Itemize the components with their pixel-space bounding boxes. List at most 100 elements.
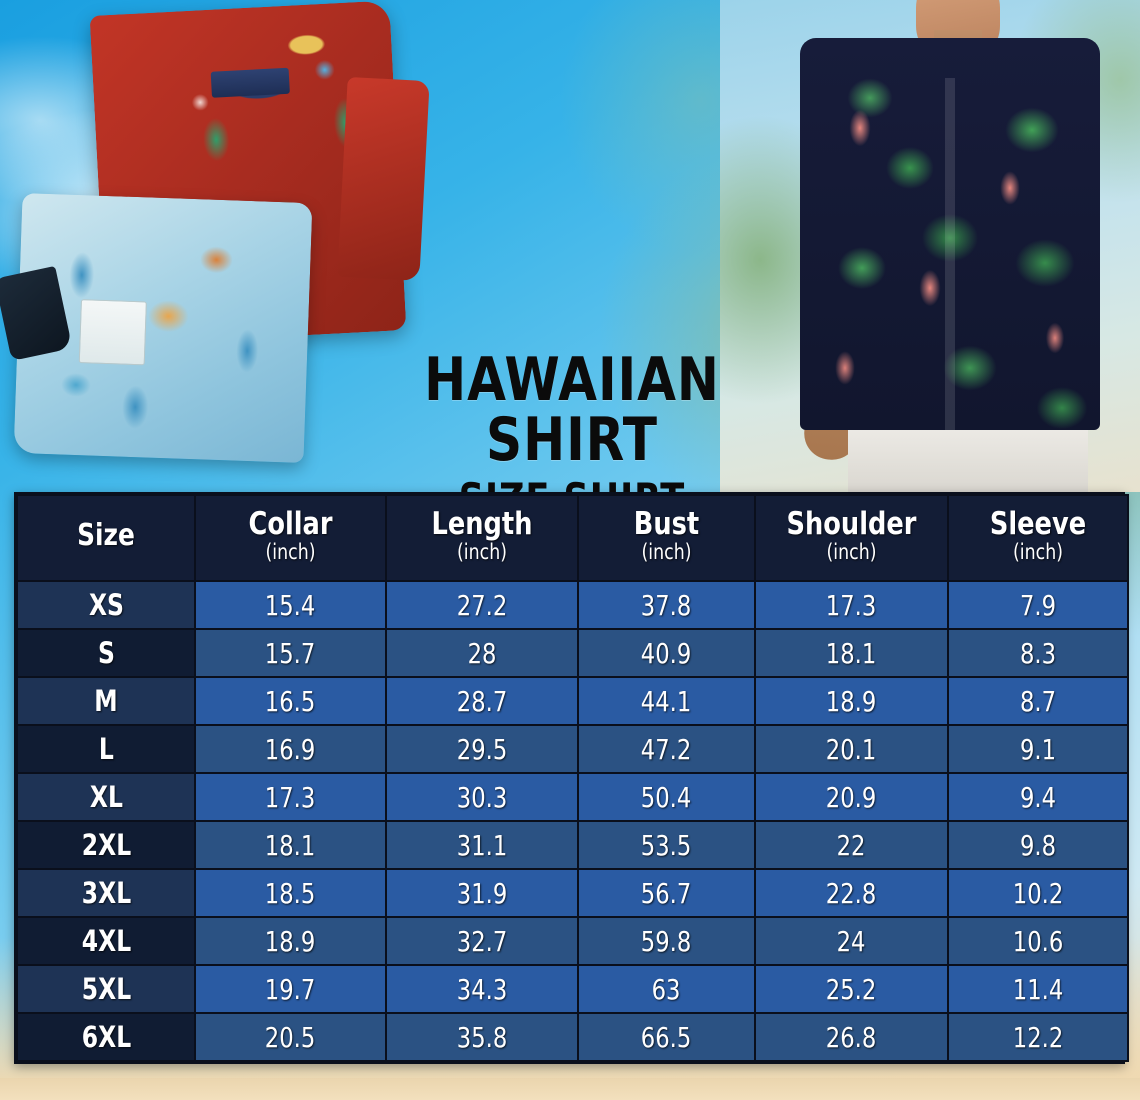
value-length: 30.3 bbox=[456, 780, 508, 814]
cell-sleeve: 9.1 bbox=[947, 724, 1129, 774]
cell-length: 35.8 bbox=[385, 1012, 579, 1062]
size-label: 2XL bbox=[81, 828, 131, 862]
size-label: XL bbox=[89, 780, 123, 814]
sand-strip bbox=[0, 1078, 1140, 1100]
cell-bust: 66.5 bbox=[577, 1012, 756, 1062]
cell-shoulder: 20.1 bbox=[754, 724, 949, 774]
value-collar: 18.9 bbox=[265, 924, 316, 958]
cell-length: 27.2 bbox=[385, 580, 579, 630]
size-label: XS bbox=[88, 588, 124, 622]
cell-bust: 37.8 bbox=[577, 580, 756, 630]
model-photo bbox=[720, 0, 1140, 492]
value-bust: 63 bbox=[652, 972, 681, 1006]
cell-length: 28.7 bbox=[385, 676, 579, 726]
cell-shoulder: 18.9 bbox=[754, 676, 949, 726]
cell-length: 31.9 bbox=[385, 868, 579, 918]
cell-size: S bbox=[16, 628, 196, 678]
cell-bust: 56.7 bbox=[577, 868, 756, 918]
cell-size: 4XL bbox=[16, 916, 196, 966]
cell-bust: 53.5 bbox=[577, 820, 756, 870]
table-row: M 16.5 28.7 44.1 18.9 8.7 bbox=[16, 676, 1129, 726]
value-shoulder: 18.9 bbox=[826, 684, 877, 718]
cell-length: 29.5 bbox=[385, 724, 579, 774]
cell-bust: 44.1 bbox=[577, 676, 756, 726]
cell-bust: 50.4 bbox=[577, 772, 756, 822]
size-label: 4XL bbox=[81, 924, 131, 958]
cell-sleeve: 10.2 bbox=[947, 868, 1129, 918]
size-label: 6XL bbox=[81, 1020, 131, 1054]
cell-bust: 59.8 bbox=[577, 916, 756, 966]
cell-shoulder: 18.1 bbox=[754, 628, 949, 678]
cell-collar: 18.1 bbox=[194, 820, 387, 870]
cell-shoulder: 25.2 bbox=[754, 964, 949, 1014]
table-row: 5XL 19.7 34.3 63 25.2 11.4 bbox=[16, 964, 1129, 1014]
value-sleeve: 10.2 bbox=[1012, 876, 1064, 910]
size-label: 3XL bbox=[81, 876, 131, 910]
value-sleeve: 9.4 bbox=[1019, 780, 1057, 814]
cell-collar: 19.7 bbox=[194, 964, 387, 1014]
size-label: L bbox=[98, 732, 114, 766]
cell-bust: 47.2 bbox=[577, 724, 756, 774]
cell-shoulder: 24 bbox=[754, 916, 949, 966]
cell-size: M bbox=[16, 676, 196, 726]
value-sleeve: 11.4 bbox=[1012, 972, 1064, 1006]
cell-length: 34.3 bbox=[385, 964, 579, 1014]
table-row: S 15.7 28 40.9 18.1 8.3 bbox=[16, 628, 1129, 678]
value-length: 31.1 bbox=[456, 828, 508, 862]
value-shoulder: 18.1 bbox=[826, 636, 877, 670]
cell-collar: 17.3 bbox=[194, 772, 387, 822]
value-sleeve: 9.8 bbox=[1019, 828, 1057, 862]
size-label: S bbox=[97, 636, 115, 670]
value-sleeve: 8.3 bbox=[1019, 636, 1057, 670]
value-collar: 16.9 bbox=[265, 732, 316, 766]
shirt-button-placket bbox=[945, 78, 955, 430]
table-row: 6XL 20.5 35.8 66.5 26.8 12.2 bbox=[16, 1012, 1129, 1062]
value-length: 29.5 bbox=[456, 732, 508, 766]
value-collar: 15.4 bbox=[265, 588, 316, 622]
value-bust: 44.1 bbox=[641, 684, 692, 718]
value-shoulder: 26.8 bbox=[826, 1020, 877, 1054]
cell-collar: 18.5 bbox=[194, 868, 387, 918]
cell-sleeve: 11.4 bbox=[947, 964, 1129, 1014]
value-sleeve: 8.7 bbox=[1019, 684, 1057, 718]
column-header-bust: Bust (inch) bbox=[577, 494, 756, 582]
value-collar: 20.5 bbox=[265, 1020, 316, 1054]
column-header-sleeve: Sleeve (inch) bbox=[947, 494, 1129, 582]
cell-collar: 20.5 bbox=[194, 1012, 387, 1062]
value-collar: 18.1 bbox=[265, 828, 316, 862]
size-label: 5XL bbox=[81, 972, 131, 1006]
value-collar: 15.7 bbox=[265, 636, 316, 670]
value-shoulder: 25.2 bbox=[826, 972, 877, 1006]
value-length: 34.3 bbox=[456, 972, 508, 1006]
value-bust: 37.8 bbox=[641, 588, 692, 622]
cell-size: 3XL bbox=[16, 868, 196, 918]
value-shoulder: 22.8 bbox=[826, 876, 877, 910]
value-length: 28 bbox=[467, 636, 497, 670]
cell-size: XS bbox=[16, 580, 196, 630]
value-length: 27.2 bbox=[456, 588, 508, 622]
size-label: M bbox=[94, 684, 118, 718]
cell-shoulder: 26.8 bbox=[754, 1012, 949, 1062]
value-sleeve: 9.1 bbox=[1019, 732, 1057, 766]
cell-size: 5XL bbox=[16, 964, 196, 1014]
cell-length: 30.3 bbox=[385, 772, 579, 822]
table-header-row: Size Collar (inch) Length (inch) Bust (i… bbox=[16, 494, 1129, 582]
cell-shoulder: 22.8 bbox=[754, 868, 949, 918]
value-shoulder: 22 bbox=[837, 828, 866, 862]
column-header-length: Length (inch) bbox=[385, 494, 579, 582]
cell-sleeve: 12.2 bbox=[947, 1012, 1129, 1062]
table-row: 4XL 18.9 32.7 59.8 24 10.6 bbox=[16, 916, 1129, 966]
value-length: 31.9 bbox=[456, 876, 508, 910]
cell-bust: 40.9 bbox=[577, 628, 756, 678]
cell-size: 2XL bbox=[16, 820, 196, 870]
cell-sleeve: 9.8 bbox=[947, 820, 1129, 870]
cell-collar: 15.4 bbox=[194, 580, 387, 630]
cell-sleeve: 8.3 bbox=[947, 628, 1129, 678]
cell-shoulder: 17.3 bbox=[754, 580, 949, 630]
value-bust: 59.8 bbox=[641, 924, 692, 958]
table-header: Size Collar (inch) Length (inch) Bust (i… bbox=[16, 494, 1129, 582]
value-collar: 19.7 bbox=[265, 972, 316, 1006]
value-length: 28.7 bbox=[456, 684, 508, 718]
value-shoulder: 20.1 bbox=[826, 732, 877, 766]
